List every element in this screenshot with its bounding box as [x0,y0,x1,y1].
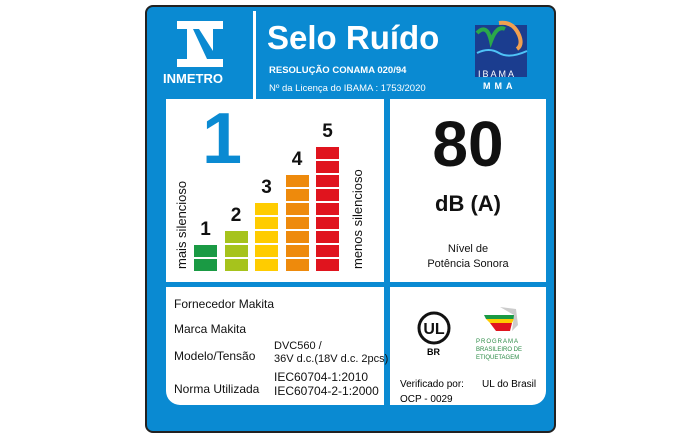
ocp: OCP - 0029 [400,394,453,405]
bar-segment [224,259,248,271]
bar-segment [285,245,309,257]
level-label: 1 [200,219,211,240]
page-title: Selo Ruído [267,19,440,56]
ul-logo-icon: UL [417,311,451,345]
more-quiet-label: mais silencioso [174,180,189,269]
pbe-2: BRASILEIRO DE [476,347,523,353]
bar-segment [316,175,339,187]
mma-text: MMA [483,81,517,91]
noise-value: 80 [432,108,504,180]
pbe-logo-icon [484,307,518,331]
noise-label: INMETRO Selo Ruído RESOLUÇÃO CONAMA 020/… [145,5,556,433]
caption-2: Potência Sonora [427,258,509,270]
bar-segment [316,245,339,257]
noise-unit: dB (A) [435,191,501,216]
bar-segment [194,259,217,271]
bar-segment [285,203,309,215]
header-divider [253,11,256,99]
bar-segment [224,245,248,257]
info-panel: Fornecedor Makita Marca Makita Modelo/Te… [166,287,388,405]
bar-segment [194,245,217,257]
resolution: RESOLUÇÃO CONAMA 020/94 [269,65,407,76]
ibama-text: IBAMA [478,69,517,79]
pbe-3: ETIQUETAGEM [476,355,520,361]
level-label: 2 [230,205,242,226]
bar-segment [316,217,339,229]
license: Nº da Licença do IBAMA : 1753/2020 [269,83,426,94]
bar-segment [255,259,278,271]
model-1: DVC560 / [274,340,322,352]
level-label: 4 [291,149,303,170]
bar-segment [285,217,309,229]
bar-segment [285,231,309,243]
bar-segment [285,189,309,201]
bar-segment [285,175,309,187]
bar-segment [316,259,339,271]
verified-label: Verificado por: [400,379,464,390]
verifier: UL do Brasil [482,379,537,390]
bar-segment [316,231,339,243]
bar-segment [316,203,339,215]
bar-segment [285,259,309,271]
bar-segment [224,231,248,243]
norm-2: IEC60704-2-1:2000 [274,384,379,398]
norm-label: Norma Utilizada [174,382,260,396]
brand: Marca Makita [174,322,247,336]
norm-1: IEC60704-1:2010 [274,370,369,384]
level-label: 3 [261,177,272,198]
model-2: 36V d.c.(18V d.c. 2pcs) [274,353,389,365]
cert-panel: UL BR PROGRAMA BRASILEIRO DE ETIQUETAGEM… [390,287,546,405]
rating-value: 1 [202,99,243,179]
level-label: 5 [322,121,333,142]
less-quiet-label: menos silencioso [350,169,365,269]
noise-panel: 80 dB (A) Nível de Potência Sonora [390,99,546,282]
bar-segment [255,231,278,243]
svg-text:UL: UL [423,321,445,338]
inmetro-text: INMETRO [163,71,223,86]
bar-segment [316,161,339,173]
bar-segment [316,189,339,201]
pbe-1: PROGRAMA [476,339,520,345]
bar-segment [255,217,278,229]
inmetro-logo-icon [177,21,223,67]
ibama-logo-icon [475,20,528,77]
caption-1: Nível de [447,243,489,255]
bar-segment [255,245,278,257]
model-label: Modelo/Tensão [174,349,256,363]
bar-segment [255,203,278,215]
bar-segment [316,147,339,159]
supplier: Fornecedor Makita [174,297,275,311]
ul-br: BR [427,347,440,357]
